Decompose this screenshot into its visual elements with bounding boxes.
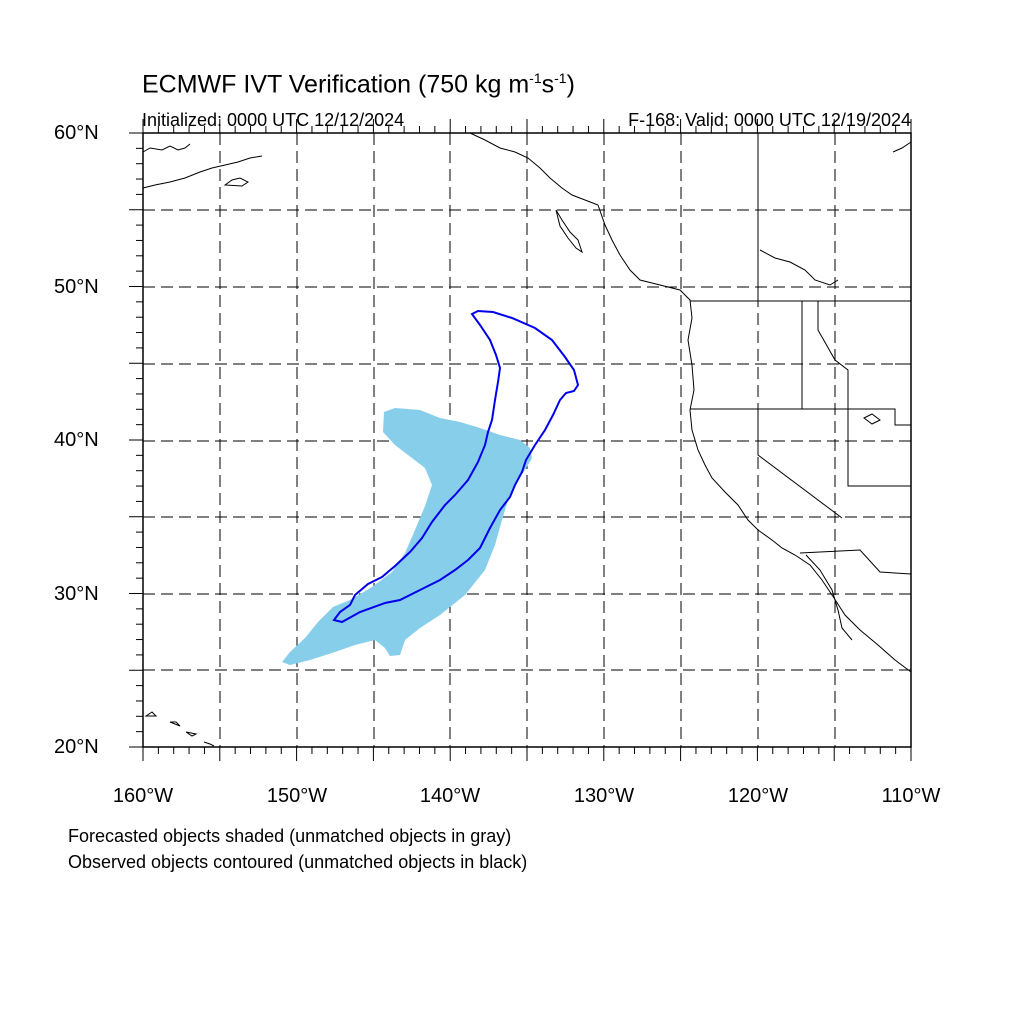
axis-ticks — [129, 119, 912, 761]
legend-observed-note: Observed objects contoured (unmatched ob… — [68, 852, 528, 872]
legend-forecast-note: Forecasted objects shaded (unmatched obj… — [68, 826, 512, 846]
valid-time-label: F-168: Valid: 0000 UTC 12/19/2024 — [628, 110, 911, 130]
lon-label-110w: 110°W — [881, 785, 941, 807]
lon-label-120w: 120°W — [727, 785, 789, 807]
map-title: ECMWF IVT Verification (750 kg m-1s-1) — [142, 70, 575, 99]
initialized-label: Initialized: 0000 UTC 12/12/2024 — [142, 110, 405, 130]
observed-object-contour — [332, 309, 580, 624]
lon-label-140w: 140°W — [419, 785, 481, 807]
lat-label-30n: 30°N — [54, 583, 99, 605]
grid-lines — [143, 133, 911, 747]
political-borders — [690, 133, 912, 575]
lat-label-60n: 60°N — [54, 122, 99, 144]
lat-label-40n: 40°N — [54, 429, 99, 451]
forecast-object-shaded — [282, 408, 532, 665]
coastlines — [142, 132, 912, 747]
lon-label-130w: 130°W — [573, 785, 635, 807]
lat-label-50n: 50°N — [54, 276, 99, 298]
lon-label-150w: 150°W — [266, 785, 328, 807]
lon-label-160w: 160°W — [112, 785, 174, 807]
lat-label-20n: 20°N — [54, 736, 99, 758]
